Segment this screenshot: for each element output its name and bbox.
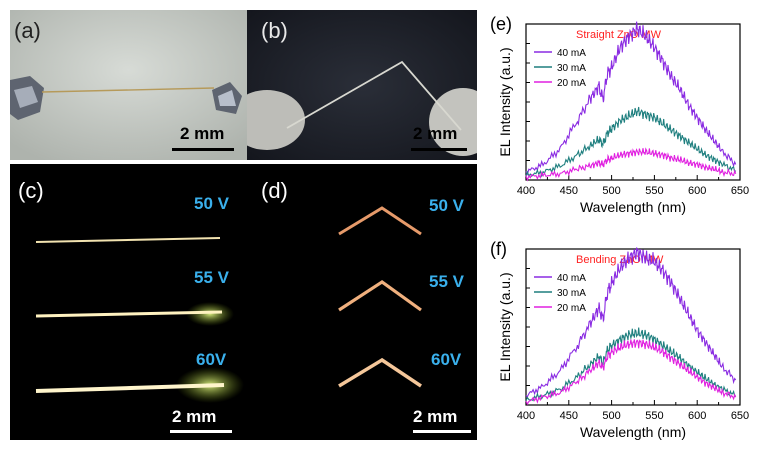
- voltage-label-d-60: 60V: [431, 350, 462, 369]
- series-line-30-mA: [525, 106, 737, 178]
- x-tick-label: 500: [602, 410, 620, 422]
- y-axis-label: EL Intensity (a.u.): [497, 47, 513, 156]
- x-tick-label: 550: [645, 185, 663, 197]
- scale-bar-b: [411, 148, 467, 151]
- x-tick-label: 550: [645, 410, 663, 422]
- chart-f-svg: 400 450 500 550 600 650 Wavelength (nm) EL Inte…: [490, 239, 749, 440]
- photo-panel-c: (c) 50 V 55 V 60V 2 mm: [10, 164, 247, 440]
- chart-f: 400 450 500 550 600 650 Wavelength (nm) EL Inte…: [482, 225, 763, 450]
- panel-label: (f): [490, 239, 507, 259]
- x-tick-label: 400: [517, 410, 535, 422]
- y-axis-label: EL Intensity (a.u.): [497, 272, 513, 381]
- x-axis-label: Wavelength (nm): [580, 199, 686, 215]
- photo-panel-a: (a) 2 mm: [10, 10, 247, 160]
- scale-bar-a: [172, 148, 234, 151]
- chart-e-svg: 400 450 500 550 600 650 Wavelength (nm) EL Inte…: [490, 14, 749, 215]
- voltage-label-d-55: 55 V: [429, 272, 464, 291]
- legend-label: 40 mA: [557, 273, 586, 284]
- photo-panel-b: (b) 2 mm: [247, 10, 477, 160]
- x-tick-label: 650: [731, 410, 749, 422]
- legend-label: 30 mA: [557, 63, 586, 74]
- panel-label: (e): [490, 14, 512, 34]
- scale-text-d: 2 mm: [413, 407, 458, 426]
- scale-bar-c: [170, 430, 232, 433]
- x-axis-label: Wavelength (nm): [580, 424, 686, 440]
- legend-label: 20 mA: [557, 303, 586, 314]
- photo-b-illustration: [247, 10, 477, 160]
- voltage-label-d-50: 50 V: [429, 196, 464, 215]
- bent-microwire: [286, 60, 462, 131]
- microwire: [41, 87, 215, 93]
- emission-line-60v: [35, 383, 225, 393]
- legend-label: 30 mA: [557, 288, 586, 299]
- voltage-label-c-55: 55 V: [194, 268, 229, 287]
- legend-label: 40 mA: [557, 48, 586, 59]
- bent-emission-60v: [338, 357, 422, 388]
- panel-label-b: (b): [261, 18, 288, 43]
- emission-line-55v: [35, 310, 223, 318]
- panel-label-c: (c): [18, 178, 44, 203]
- panel-label-a: (a): [14, 18, 41, 43]
- electrode-left: [247, 90, 305, 150]
- panel-label-d: (d): [261, 178, 288, 203]
- x-tick-label: 650: [731, 185, 749, 197]
- photo-c-illustration: [35, 237, 244, 403]
- series-line-40-mA: [525, 21, 737, 176]
- x-tick-label: 450: [560, 410, 578, 422]
- x-tick-label: 600: [688, 185, 706, 197]
- series-line-20-mA: [525, 147, 737, 182]
- chart-e: 400 450 500 550 600 650 Wavelength (nm) EL Inte…: [482, 0, 763, 225]
- voltage-label-c-60: 60V: [196, 350, 227, 369]
- x-tick-label: 600: [688, 410, 706, 422]
- series-line-40-mA: [525, 247, 737, 398]
- scale-text-a: 2 mm: [180, 124, 225, 143]
- series-line-20-mA: [525, 339, 737, 406]
- photo-d-illustration: [338, 206, 422, 388]
- bent-emission-50v: [338, 206, 422, 236]
- legend-label: 20 mA: [557, 78, 586, 89]
- x-tick-label: 500: [602, 185, 620, 197]
- voltage-label-c-50: 50 V: [194, 194, 229, 213]
- emission-line-50v: [35, 237, 221, 243]
- x-tick-label: 450: [560, 185, 578, 197]
- scale-text-b: 2 mm: [413, 124, 458, 143]
- scale-text-c: 2 mm: [172, 407, 217, 426]
- photo-panel-d: (d) 50 V 55 V 60V 2 mm: [247, 164, 477, 440]
- scale-bar-d: [413, 430, 471, 433]
- x-tick-label: 400: [517, 185, 535, 197]
- photo-a-illustration: [10, 10, 247, 160]
- bent-emission-55v: [338, 280, 422, 312]
- series-line-30-mA: [525, 327, 737, 402]
